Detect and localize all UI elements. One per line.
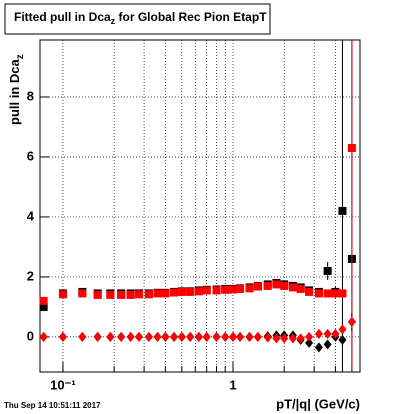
ylabel-main: pull in Dca	[7, 59, 22, 126]
diamond-marker	[314, 342, 323, 353]
diamond-marker	[117, 331, 126, 342]
square-marker	[39, 296, 48, 305]
diamond-marker	[280, 333, 289, 344]
title-box	[4, 3, 271, 35]
square-marker	[153, 289, 162, 298]
timestamp: Thu Sep 14 10:51:11 2017	[4, 401, 101, 410]
square-marker	[194, 287, 203, 296]
diamond-marker	[305, 337, 314, 348]
y-axis-label: pull in Dcaz	[7, 54, 25, 125]
square-marker	[296, 284, 305, 293]
square-marker	[331, 289, 340, 298]
diamond-marker	[305, 331, 314, 342]
diamond-marker	[106, 331, 115, 342]
square-marker	[253, 282, 262, 291]
square-marker	[272, 280, 281, 289]
chart-title: Fitted pull in Dcaz for Global Rec Pion …	[14, 10, 267, 26]
square-marker	[221, 285, 230, 294]
square-marker	[39, 302, 48, 311]
y-tick-label: 2	[27, 268, 34, 283]
diamond-marker	[338, 334, 347, 345]
diamond-marker	[288, 333, 297, 344]
square-marker	[186, 287, 195, 296]
square-marker	[305, 287, 314, 296]
title-sub: z	[111, 16, 116, 26]
diamond-marker	[161, 331, 170, 342]
diamond-marker	[194, 331, 203, 342]
y-tick-label: 8	[27, 88, 34, 103]
square-marker	[236, 284, 245, 293]
diamond-marker	[263, 332, 272, 343]
title-rest: for Global Rec Pion EtapT	[115, 10, 267, 24]
diamond-marker	[78, 331, 87, 342]
title-main: Fitted pull in Dca	[14, 10, 111, 24]
ylabel-sub: z	[15, 54, 26, 59]
square-marker	[245, 284, 254, 293]
x-tick-label: 10⁻¹	[50, 377, 76, 392]
diamond-marker	[331, 328, 340, 339]
y-tick-label: 6	[27, 148, 34, 163]
diamond-marker	[229, 331, 238, 342]
y-tick-label: 0	[27, 328, 34, 343]
x-axis-label: pT/|q| (GeV/c)	[276, 396, 360, 411]
diamond-marker	[186, 331, 195, 342]
diamond-marker	[323, 339, 332, 350]
diamond-marker	[272, 333, 281, 344]
square-marker	[280, 281, 289, 290]
square-marker	[338, 289, 347, 298]
diamond-marker	[144, 331, 153, 342]
square-marker	[314, 289, 323, 298]
diamond-marker	[134, 331, 143, 342]
square-marker	[93, 290, 102, 299]
x-tick-label: 1	[229, 377, 236, 392]
diamond-marker	[126, 331, 135, 342]
diamond-marker	[221, 331, 230, 342]
diamond-marker	[93, 331, 102, 342]
y-tick-label: 4	[27, 208, 35, 223]
square-marker	[323, 266, 332, 275]
diamond-marker	[323, 328, 332, 339]
diamond-marker	[39, 331, 48, 342]
square-marker	[288, 283, 297, 292]
square-marker	[58, 290, 67, 299]
diamond-marker	[212, 331, 221, 342]
diamond-marker	[245, 331, 254, 342]
diamond-marker	[296, 333, 305, 344]
diamond-marker	[347, 316, 356, 327]
square-marker	[177, 287, 186, 296]
square-marker	[212, 286, 221, 295]
square-marker	[117, 290, 126, 299]
square-marker	[161, 289, 170, 298]
plot-frame	[39, 39, 361, 373]
square-marker	[106, 290, 115, 299]
square-marker	[229, 285, 238, 294]
square-marker	[78, 289, 87, 298]
square-marker	[144, 290, 153, 299]
square-marker	[338, 206, 347, 215]
square-marker	[202, 286, 211, 295]
diamond-marker	[58, 331, 67, 342]
square-marker	[134, 290, 143, 299]
square-marker	[170, 288, 179, 297]
diamond-marker	[170, 331, 179, 342]
diamond-marker	[153, 331, 162, 342]
diamond-marker	[314, 328, 323, 339]
square-marker	[263, 281, 272, 290]
square-marker	[126, 290, 135, 299]
diamond-marker	[338, 324, 347, 335]
diamond-marker	[177, 331, 186, 342]
diamond-marker	[253, 331, 262, 342]
square-marker	[347, 143, 356, 152]
square-marker	[323, 289, 332, 298]
diamond-marker	[236, 331, 245, 342]
diamond-marker	[202, 331, 211, 342]
